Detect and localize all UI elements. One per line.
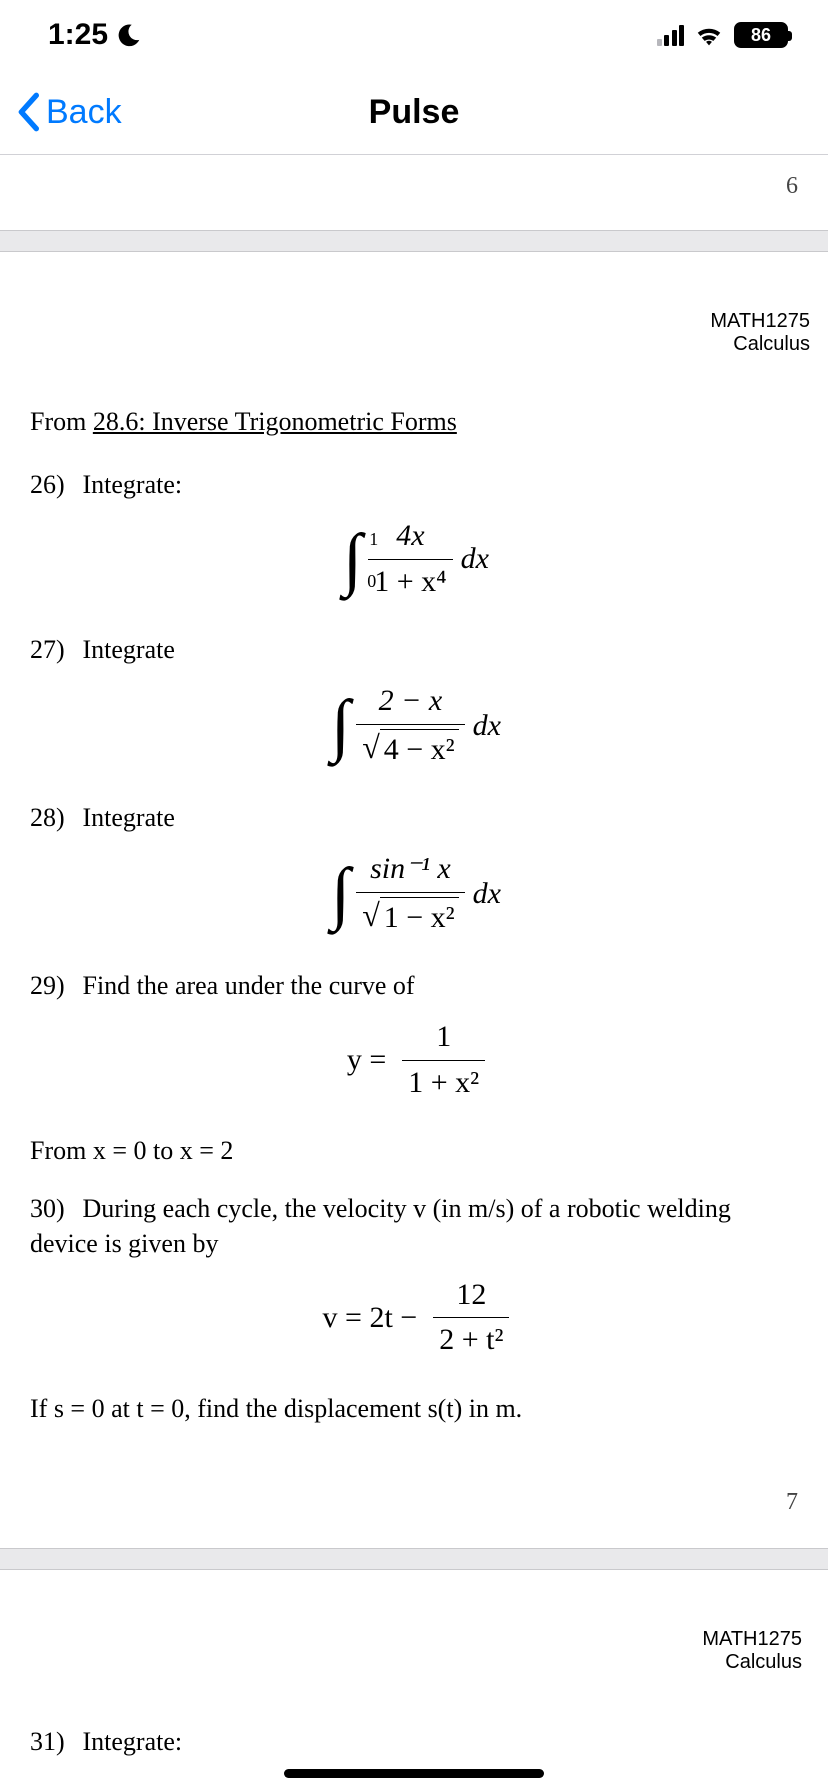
home-indicator[interactable]: [284, 1769, 544, 1778]
nav-title: Pulse: [369, 93, 460, 132]
back-label: Back: [46, 93, 122, 132]
status-left: 1:25: [48, 18, 142, 52]
problem-28: 28) Integrate: [30, 800, 802, 835]
problem-text: During each cycle, the velocity v (in m/…: [30, 1194, 731, 1258]
section-heading: From 28.6: Inverse Trigonometric Forms: [30, 404, 802, 439]
doc-header: MATH1275 Calculus: [0, 252, 828, 356]
problem-label: Integrate: [83, 635, 175, 664]
equation-29: y = 1 1 + x²: [30, 1017, 802, 1103]
equation-26: ∫10 4x 1 + x⁴ dx: [30, 516, 802, 602]
problem-number: 28): [30, 800, 76, 835]
status-time: 1:25: [48, 18, 108, 52]
problem-27: 27) Integrate: [30, 632, 802, 667]
back-button[interactable]: Back: [14, 70, 122, 154]
section-link: 28.6: Inverse Trigonometric Forms: [93, 407, 457, 436]
problem-number: 27): [30, 632, 76, 667]
problem-29: 29) Find the area under the curve of: [30, 968, 802, 1003]
problem-number: 31): [30, 1724, 76, 1759]
cellular-signal-icon: [657, 24, 685, 46]
wifi-icon: [694, 24, 724, 46]
problem-30-followup: If s = 0 at t = 0, find the displacement…: [30, 1391, 802, 1426]
battery-level: 86: [751, 25, 771, 46]
page-separator: [0, 230, 828, 252]
course-name: Calculus: [30, 1651, 802, 1674]
nav-bar: Back Pulse: [0, 70, 828, 155]
equation-30: v = 2t − 12 2 + t²: [30, 1275, 802, 1361]
problem-30: 30) During each cycle, the velocity v (i…: [30, 1191, 802, 1261]
problem-31: 31) Integrate:: [30, 1724, 802, 1759]
problem-29-followup: From x = 0 to x = 2: [30, 1133, 802, 1168]
course-code: MATH1275: [0, 310, 810, 333]
problem-text: Find the area under the curve of: [83, 971, 415, 1000]
problem-number: 30): [30, 1191, 76, 1226]
problem-26: 26) Integrate:: [30, 467, 802, 502]
problem-label: Integrate: [83, 803, 175, 832]
equation-28: ∫ sin⁻¹ x √1 − x² dx: [30, 849, 802, 938]
problem-label: Integrate:: [83, 1727, 183, 1756]
dnd-moon-icon: [116, 22, 142, 48]
battery-indicator: 86: [734, 22, 788, 48]
page-separator-2: [0, 1548, 828, 1570]
problem-label: Integrate:: [83, 470, 183, 499]
problem-number: 29): [30, 968, 76, 1003]
equation-27: ∫ 2 − x √4 − x² dx: [30, 681, 802, 770]
course-name: Calculus: [0, 333, 810, 356]
status-right: 86: [657, 22, 789, 48]
doc-header-2: MATH1275 Calculus: [30, 1570, 802, 1674]
status-bar: 1:25 86: [0, 0, 828, 70]
page-number-6: 6: [0, 173, 828, 200]
page-number-7: 7: [30, 1486, 802, 1518]
problem-number: 26): [30, 467, 76, 502]
course-code: MATH1275: [30, 1628, 802, 1651]
section-from-prefix: From: [30, 407, 93, 436]
chevron-left-icon: [14, 92, 42, 132]
document-content[interactable]: From 28.6: Inverse Trigonometric Forms 2…: [0, 356, 828, 1759]
